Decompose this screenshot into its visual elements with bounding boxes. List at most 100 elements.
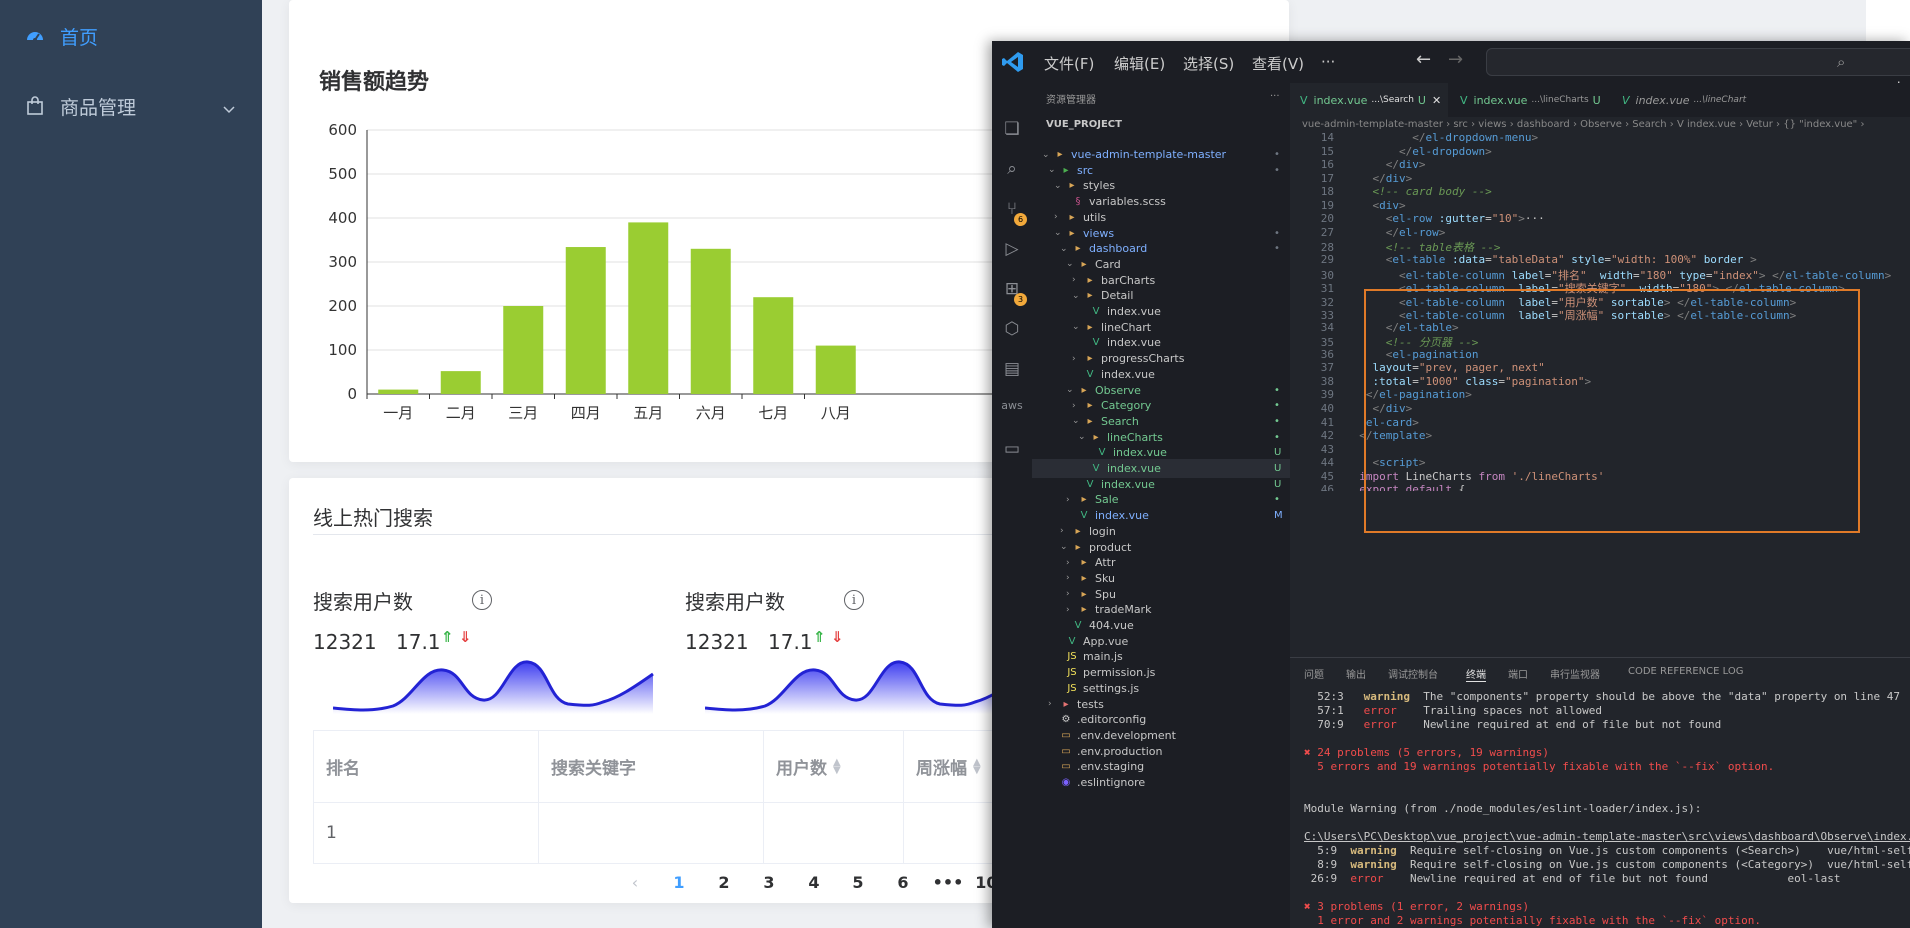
panel-tab[interactable]: 输出 — [1346, 670, 1366, 681]
panel-tab[interactable]: 终端 — [1466, 666, 1486, 682]
run-debug-icon[interactable]: ▷ — [1005, 239, 1019, 259]
tree-item[interactable]: › ▸ tradeMark — [1032, 600, 1290, 619]
tree-item[interactable]: JS settings.js — [1032, 679, 1290, 698]
source-control-icon[interactable]: ⑂ — [1006, 199, 1018, 219]
sort-icon[interactable]: ▲ ▼ — [973, 756, 981, 776]
tree-item[interactable]: ⌄ ▸ src • — [1032, 161, 1290, 180]
info-icon[interactable]: i — [844, 590, 864, 610]
files-icon[interactable]: ❏ — [1004, 119, 1020, 139]
tree-item[interactable]: ⌄ ▸ product — [1032, 538, 1290, 557]
panel-tab[interactable]: 端口 — [1508, 670, 1528, 681]
tree-item[interactable]: ⌄ ▸ dashboard • — [1032, 239, 1290, 258]
back-arrow-icon[interactable]: ← — [1416, 49, 1432, 70]
search-icon[interactable]: ⌕ — [1007, 159, 1017, 179]
tree-item[interactable]: ⚙ .editorconfig — [1032, 710, 1290, 729]
vue-icon: V — [1092, 306, 1100, 317]
command-center-search[interactable]: ⌕ vue_project — [1486, 48, 1910, 97]
tree-item[interactable]: › ▸ Sku — [1032, 569, 1290, 588]
menu-selection[interactable]: 选择(S) — [1183, 55, 1235, 73]
tree-item[interactable]: › ▸ Attr — [1032, 553, 1290, 572]
tree-item[interactable]: ⌄ ▸ styles — [1032, 176, 1290, 195]
page-button[interactable]: 3 — [763, 873, 775, 892]
sidebar-item-goods[interactable]: 商品管理 — [0, 78, 262, 134]
panel-tab[interactable]: 串行监视器 — [1550, 670, 1600, 681]
menu-view[interactable]: 查看(V) — [1252, 55, 1304, 73]
tree-item[interactable]: ⌄ ▸ Observe • — [1032, 381, 1290, 400]
tree-item[interactable]: › ▸ utils — [1032, 208, 1290, 227]
sidebar-item-home[interactable]: 首页 — [0, 8, 262, 64]
more-pages-button[interactable]: ••• — [932, 873, 964, 892]
tree-item[interactable]: ▭ .env.development — [1032, 726, 1290, 745]
tree-item[interactable]: ⌄ ▸ Search • — [1032, 412, 1290, 431]
explorer-title: 资源管理器 — [1046, 95, 1096, 106]
chat-icon[interactable]: ▭ — [1003, 439, 1021, 459]
forward-arrow-icon[interactable]: → — [1448, 49, 1464, 70]
tree-item[interactable]: ▭ .env.staging — [1032, 757, 1290, 776]
bar — [565, 247, 606, 394]
tree-item[interactable]: ⌄ ▸ Detail — [1032, 286, 1290, 305]
tree-item[interactable]: ⌄ ▸ vue-admin-template-master • — [1032, 145, 1290, 164]
editor-tab[interactable]: V index.vue ...\lineChart — [1612, 83, 1752, 117]
tree-item[interactable]: › ▸ login — [1032, 522, 1290, 541]
panel-tab[interactable]: 问题 — [1304, 670, 1324, 681]
close-icon[interactable]: ✕ — [1431, 93, 1442, 107]
tree-item[interactable]: JS main.js — [1032, 647, 1290, 666]
y-tick-label: 400 — [328, 209, 357, 227]
explorer-more-icon[interactable]: ··· — [1270, 91, 1280, 102]
selection-highlight-box — [1364, 289, 1860, 533]
tree-item[interactable]: › ▸ tests — [1032, 695, 1290, 714]
tree-item[interactable]: › ▸ Category • — [1032, 396, 1290, 415]
tree-item[interactable]: › ▸ progressCharts — [1032, 349, 1290, 368]
editor-tab[interactable]: V index.vue ...\Search U ✕ — [1290, 83, 1448, 117]
line-text: <el-table-column label="周涨幅" sortable> <… — [1398, 309, 1797, 323]
aws-icon[interactable]: aws — [1001, 399, 1023, 412]
page-button[interactable]: 6 — [897, 873, 909, 892]
tree-item[interactable]: V 404.vue — [1032, 616, 1290, 635]
tree-item-label: src — [1077, 163, 1094, 177]
panel-tab[interactable]: 调试控制台 — [1388, 670, 1438, 681]
tree-item[interactable]: ⌄ ▸ lineCharts • — [1032, 428, 1290, 447]
editor-tab[interactable]: V index.vue ...\lineCharts U — [1450, 83, 1610, 117]
prev-page-button[interactable]: ‹ — [631, 873, 639, 892]
info-icon[interactable]: i — [472, 590, 492, 610]
tree-item[interactable]: › ▸ barCharts — [1032, 271, 1290, 290]
sort-icon[interactable]: ▲ ▼ — [833, 756, 841, 776]
tree-item[interactable]: ⌄ ▸ lineChart — [1032, 318, 1290, 337]
git-status: • — [1274, 164, 1280, 176]
hexagon-icon[interactable]: ⬡ — [1004, 319, 1020, 339]
menu-edit[interactable]: 编辑(E) — [1114, 55, 1166, 73]
menu-more[interactable]: ··· — [1321, 53, 1336, 71]
tree-item[interactable]: › ▸ Spu — [1032, 585, 1290, 604]
line-text: <el-table-column label="排名" width="180" … — [1398, 268, 1892, 282]
tree-item[interactable]: ◉ .eslintignore — [1032, 773, 1290, 792]
page-button[interactable]: 4 — [808, 873, 820, 892]
menu-file[interactable]: 文件(F) — [1044, 55, 1095, 73]
page-button[interactable]: 5 — [852, 873, 864, 892]
project-root[interactable]: VUE_PROJECT — [1046, 119, 1122, 130]
page-button[interactable]: 1 — [673, 873, 685, 892]
tree-item-label: Detail — [1101, 289, 1134, 303]
code-area[interactable]: 14 </el-dropdown-menu> 15 </el-dropdown> 1… — [1290, 131, 1910, 491]
code-line: 31 <el-table-column label="搜索关键字" width=… — [1290, 280, 1845, 297]
x-tick-label: 五月 — [633, 404, 663, 422]
tree-item[interactable]: ⌄ ▸ views • — [1032, 224, 1290, 243]
tree-item[interactable]: JS permission.js — [1032, 663, 1290, 682]
panel-tab[interactable]: CODE REFERENCE LOG — [1628, 666, 1744, 677]
table-header-users[interactable]: 用户数 ▲ ▼ — [764, 731, 904, 803]
tree-item[interactable]: V App.vue — [1032, 632, 1290, 651]
tree-item[interactable]: ⌄ ▸ Card — [1032, 255, 1290, 274]
line-number: 39 — [1320, 388, 1334, 402]
tree-item[interactable]: › ▸ Sale • — [1032, 490, 1290, 509]
page-button[interactable]: 2 — [718, 873, 730, 892]
tree-item[interactable]: ▭ .env.production — [1032, 742, 1290, 761]
tree-item[interactable]: § variables.scss — [1032, 192, 1290, 211]
breadcrumb[interactable]: vue-admin-template-master › src › views … — [1302, 119, 1865, 130]
panel-icon[interactable]: ▤ — [1003, 359, 1021, 379]
